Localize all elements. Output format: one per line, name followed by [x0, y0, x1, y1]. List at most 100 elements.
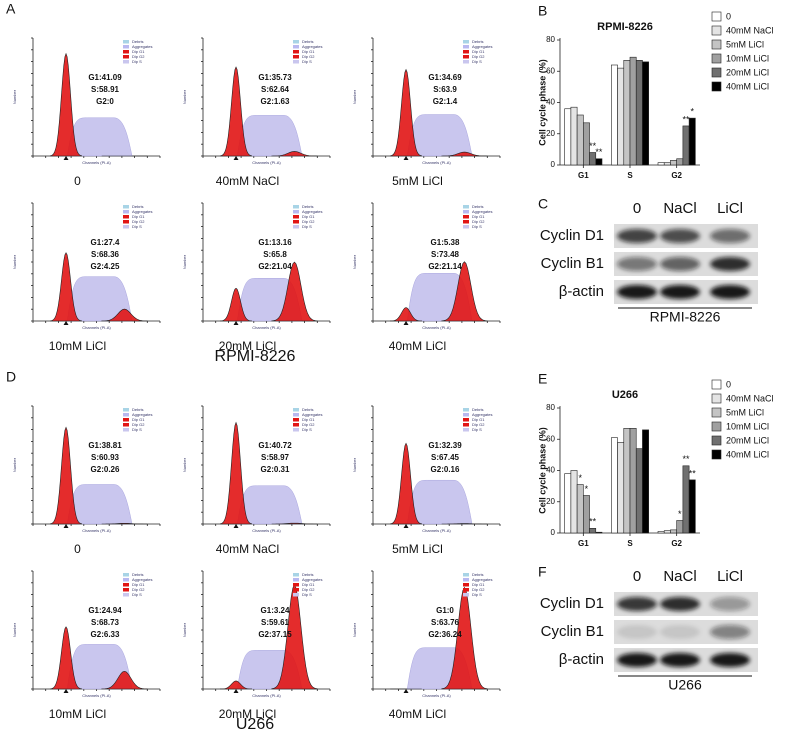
bar: [670, 160, 677, 166]
blot-band: [617, 597, 657, 611]
phase-stat: S:62.64: [261, 85, 290, 94]
bar: [570, 470, 578, 534]
legend-label: Debris: [302, 407, 314, 412]
dip-g1: [49, 52, 83, 157]
y-tick-label: 80: [546, 35, 555, 44]
bar: [635, 60, 643, 166]
legend-label: 40mM LiCl: [726, 449, 769, 459]
significance: *: [678, 509, 682, 519]
legend-swatch: [293, 205, 299, 209]
bar: [663, 530, 671, 534]
bar: [611, 64, 618, 166]
legend-label: 0: [726, 11, 731, 21]
legend-swatch: [293, 220, 299, 224]
legend-swatch: [123, 60, 129, 64]
legend-label: 20mM LiCl: [726, 67, 769, 77]
x-tick-label: S: [627, 539, 633, 548]
bar: [595, 531, 603, 534]
legend-label: Aggregates: [302, 577, 322, 582]
legend-swatch: [463, 50, 469, 54]
blot-band: [617, 257, 657, 271]
legend-swatch: [463, 210, 469, 214]
legend-swatch: [463, 588, 469, 592]
legend-swatch: [711, 25, 722, 36]
gate-marker: [63, 689, 69, 693]
phase-stat: G2:6.33: [91, 630, 120, 639]
gate-marker: [403, 156, 409, 160]
bar: [642, 61, 649, 166]
protein-label: Cyclin D1: [540, 227, 604, 244]
phase-stat: G1:0: [436, 606, 454, 615]
legend-label: Dip G2: [472, 219, 485, 224]
y-tick-label: 60: [546, 434, 555, 443]
bar: [670, 529, 677, 534]
legend-label: Debris: [132, 204, 144, 209]
phase-stat: G1:5.38: [431, 238, 460, 247]
phase-stat: G2:21.04: [258, 262, 292, 271]
dip-g2: [271, 261, 318, 322]
legend-label: Dip G2: [472, 422, 485, 427]
legend-label: Aggregates: [302, 412, 322, 417]
legend-label: Dip G2: [132, 54, 145, 59]
legend-swatch: [293, 210, 299, 214]
legend-swatch: [123, 583, 129, 587]
legend-label: 40mM LiCl: [726, 81, 769, 91]
bar: [576, 484, 584, 534]
cell-line-label: U266: [236, 716, 274, 733]
gate-marker: [233, 156, 239, 160]
bar: [642, 429, 649, 534]
panel-letter: C: [538, 196, 548, 212]
legend-swatch: [293, 573, 299, 577]
legend-swatch: [293, 55, 299, 59]
y-tick-label: 0: [551, 160, 556, 169]
phase-stat: S:60.93: [91, 453, 120, 462]
blot-band: [660, 229, 700, 243]
bar: [623, 428, 631, 534]
legend-swatch: [463, 573, 469, 577]
dip-g1: [219, 287, 253, 322]
phase-stat: G2:0.26: [91, 465, 120, 474]
blot-band: [710, 625, 750, 639]
axis-title: Number: [352, 89, 357, 104]
blot-band: [660, 625, 700, 639]
bar: [564, 108, 572, 166]
condition-label: 10mM LiCl: [49, 339, 106, 353]
dip-g2: [441, 151, 488, 157]
legend-swatch: [711, 379, 722, 390]
blot-band: [617, 229, 657, 243]
legend-label: Dip G1: [472, 417, 485, 422]
axis-title: Channels (PI-A): [252, 528, 281, 533]
lane-label: LiCl: [717, 568, 743, 585]
axis-title: Number: [12, 457, 17, 472]
bar: [676, 520, 684, 534]
bar: [657, 162, 665, 166]
legend-swatch: [711, 39, 722, 50]
legend-label: Dip S: [302, 224, 312, 229]
x-tick-label: S: [627, 171, 633, 180]
bar: [688, 479, 696, 534]
legend-label: Dip G1: [132, 49, 145, 54]
legend-label: Dip S: [472, 427, 482, 432]
gate-marker: [233, 321, 239, 325]
legend-label: Debris: [472, 407, 484, 412]
gate-marker: [233, 524, 239, 528]
phase-stat: G2:0.16: [431, 465, 460, 474]
axis-title: Number: [182, 622, 187, 637]
axis-title: Channels (PI-A): [252, 693, 281, 698]
axis-title: Channels (PI-A): [422, 693, 451, 698]
legend-swatch: [123, 423, 129, 427]
legend-swatch: [293, 50, 299, 54]
chart-title: U266: [612, 389, 638, 401]
dip-s: [67, 276, 133, 322]
legend-swatch: [711, 393, 722, 404]
legend-label: Dip S: [302, 592, 312, 597]
axis-title: Number: [352, 254, 357, 269]
legend-label: Dip S: [302, 59, 312, 64]
legend-label: 10mM LiCl: [726, 53, 769, 63]
phase-stat: G1:3.24: [261, 606, 290, 615]
legend-swatch: [123, 588, 129, 592]
legend-swatch: [123, 225, 129, 229]
chart-title: RPMI-8226: [597, 21, 653, 33]
axis-title: Number: [12, 254, 17, 269]
